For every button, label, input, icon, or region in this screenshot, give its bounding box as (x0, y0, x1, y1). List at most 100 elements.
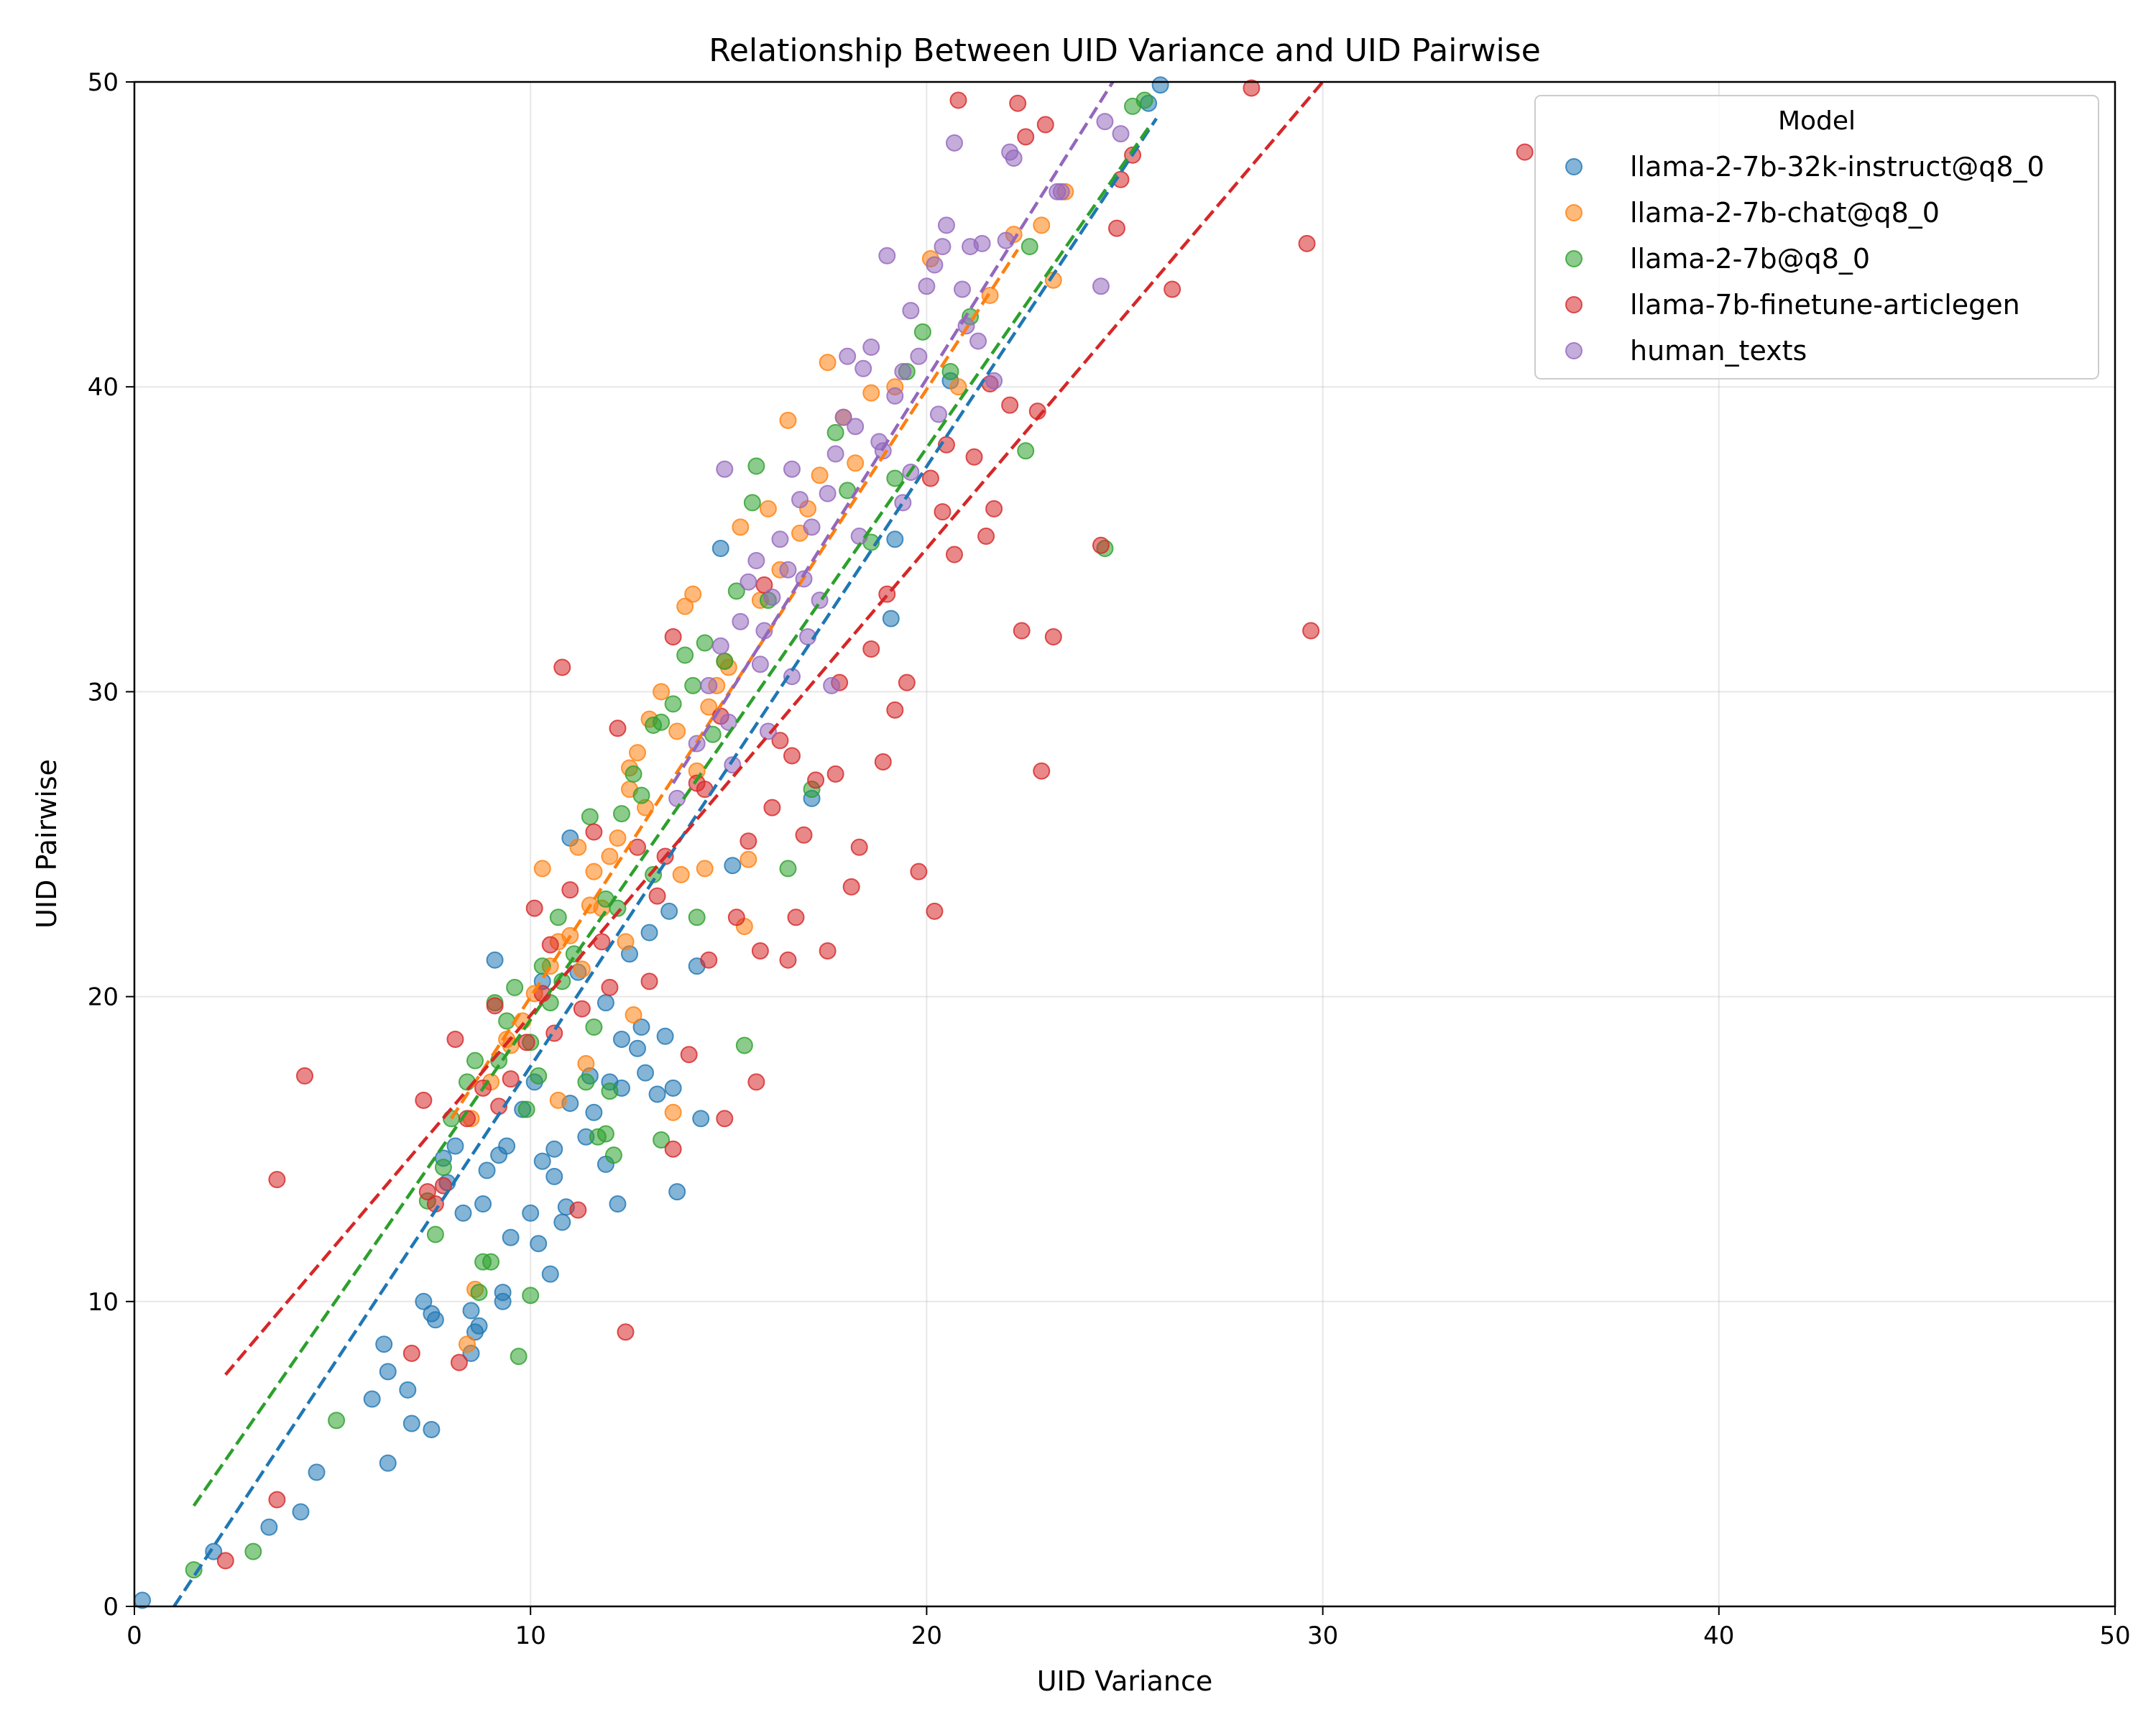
data-point (684, 585, 702, 603)
data-point (494, 1284, 512, 1302)
data-point (1298, 234, 1316, 252)
chart-title: Relationship Between UID Variance and UI… (709, 32, 1541, 69)
data-point (862, 640, 880, 658)
data-point (244, 1542, 262, 1560)
data-point (803, 518, 821, 536)
legend-box (1534, 95, 2099, 380)
data-point (459, 1335, 476, 1353)
series-human_texts (668, 113, 1130, 807)
data-point (466, 1052, 484, 1070)
data-point (601, 847, 619, 865)
data-point (482, 1253, 500, 1271)
data-point (886, 387, 904, 405)
legend-marker (1565, 204, 1583, 221)
data-point (609, 719, 627, 737)
data-point (1005, 150, 1023, 167)
data-point (517, 1034, 535, 1052)
data-point (522, 1204, 540, 1222)
data-point (268, 1171, 286, 1189)
data-point (1096, 113, 1114, 131)
data-point (779, 561, 797, 579)
data-point (1516, 143, 1534, 161)
data-point (759, 500, 777, 518)
data-point (692, 1110, 710, 1128)
data-point (700, 676, 718, 694)
plot-frame (133, 80, 2116, 1608)
data-point (783, 460, 801, 478)
data-point (716, 1110, 734, 1128)
data-point (751, 942, 769, 960)
data-point (446, 1137, 464, 1155)
data-point (668, 1183, 686, 1201)
data-point (854, 359, 872, 377)
x-tick-label: 0 (126, 1622, 142, 1650)
data-point (525, 899, 543, 917)
data-point (696, 634, 714, 652)
data-point (921, 469, 939, 487)
data-point (486, 997, 504, 1015)
data-point (711, 637, 729, 655)
data-point (787, 908, 805, 926)
data-point (700, 951, 718, 969)
data-point (1112, 125, 1130, 143)
data-point (898, 673, 916, 691)
data-point (415, 1091, 433, 1109)
legend-label: llama-2-7b-32k-instruct@q8_0 (1630, 151, 2045, 183)
data-point (664, 1103, 682, 1121)
data-point (1021, 238, 1038, 256)
data-point (1033, 762, 1051, 780)
data-point (763, 799, 781, 816)
legend-label: llama-7b-finetune-articlegen (1630, 289, 2020, 321)
data-point (561, 881, 579, 899)
data-point (696, 860, 714, 878)
data-point (601, 978, 619, 996)
data-point (533, 860, 551, 878)
data-point (617, 933, 635, 951)
data-point (502, 1070, 520, 1088)
data-point (530, 1067, 548, 1085)
data-point (478, 1162, 496, 1179)
data-point (470, 1317, 488, 1335)
data-point (612, 805, 630, 823)
data-point (379, 1363, 397, 1381)
data-point (724, 756, 742, 774)
data-point (934, 503, 952, 521)
legend-title: Model (1778, 106, 1856, 136)
data-point (791, 491, 809, 509)
data-point (399, 1381, 417, 1399)
data-point (716, 460, 734, 478)
legend-marker (1565, 250, 1583, 267)
data-point (826, 445, 844, 463)
data-point (1092, 277, 1110, 295)
trend-line (172, 117, 1158, 1608)
data-point (945, 546, 963, 564)
data-point (426, 1225, 444, 1243)
axis-ticks: 0 10 20 30 40 50 0 10 20 30 40 50 (88, 68, 2131, 1650)
data-point (735, 1036, 753, 1054)
data-point (862, 384, 880, 402)
data-point (688, 908, 706, 926)
data-point (716, 652, 734, 670)
data-point (423, 1420, 441, 1438)
data-point (664, 1140, 682, 1158)
data-point (541, 1265, 559, 1283)
data-point (585, 1103, 603, 1121)
data-point (1017, 442, 1035, 460)
data-point (1001, 396, 1019, 414)
data-point (446, 1030, 464, 1048)
data-point (653, 683, 671, 701)
data-point (751, 656, 769, 673)
data-point (522, 1287, 540, 1305)
data-point (545, 1140, 563, 1158)
data-point (502, 1228, 520, 1246)
data-point (684, 676, 702, 694)
data-point (819, 484, 837, 502)
data-point (585, 862, 603, 880)
data-point (997, 231, 1015, 249)
data-point (260, 1518, 278, 1536)
data-point (617, 1323, 635, 1341)
data-point (783, 747, 801, 765)
data-point (934, 238, 952, 256)
data-point (637, 1064, 655, 1082)
